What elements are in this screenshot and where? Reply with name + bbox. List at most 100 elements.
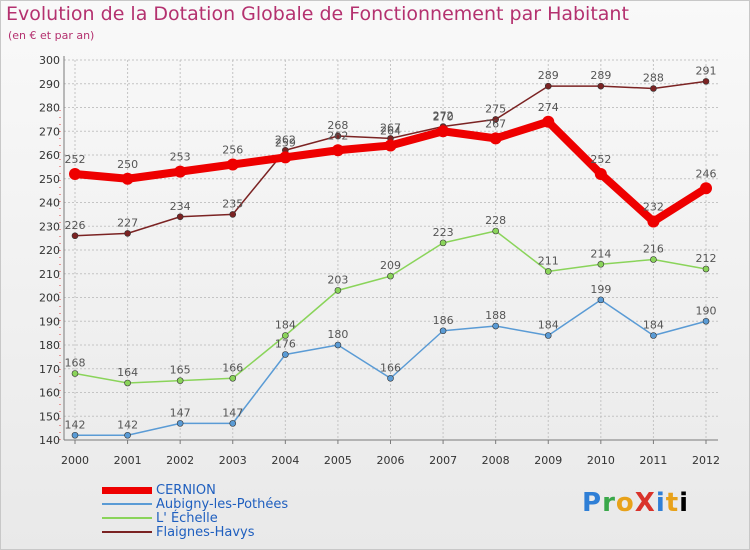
- data-label: 199: [590, 283, 611, 296]
- data-point: [69, 168, 81, 180]
- y-tick-label: 230: [39, 220, 60, 233]
- data-label: 227: [117, 216, 138, 229]
- legend-label: Flaignes-Havys: [156, 525, 255, 540]
- chart-title: Evolution de la Dotation Globale de Fonc…: [6, 3, 629, 25]
- data-label: 228: [485, 214, 506, 227]
- x-tick-label: 2009: [534, 454, 562, 467]
- data-label: 259: [275, 136, 296, 149]
- data-label: 188: [485, 309, 506, 322]
- data-label: 184: [275, 319, 296, 332]
- legend-swatch: [102, 517, 152, 519]
- data-point: [384, 139, 397, 152]
- data-label: 232: [643, 201, 664, 214]
- y-tick-label: 190: [39, 315, 60, 328]
- data-point: [542, 115, 555, 128]
- legend-swatch: [102, 503, 152, 505]
- x-tick-label: 2000: [61, 454, 89, 467]
- x-tick-label: 2001: [114, 454, 142, 467]
- data-point: [279, 151, 292, 164]
- data-label: 168: [65, 357, 86, 370]
- data-label: 253: [170, 151, 191, 164]
- legend-label: L' Échelle: [156, 511, 218, 526]
- data-label: 291: [696, 64, 717, 77]
- data-point: [174, 165, 187, 178]
- y-tick-label: 280: [39, 102, 60, 115]
- data-label: 267: [380, 121, 401, 134]
- data-point: [702, 265, 710, 273]
- data-label: 267: [485, 117, 506, 130]
- data-label: 176: [275, 338, 296, 351]
- data-label: 165: [170, 364, 191, 377]
- data-label: 147: [170, 406, 191, 419]
- data-point: [229, 211, 237, 218]
- proxiti-logo: ProXiti: [582, 488, 690, 518]
- x-tick-label: 2011: [639, 454, 667, 467]
- data-point: [229, 420, 237, 427]
- data-label: 250: [117, 158, 138, 171]
- x-tick-label: 2005: [324, 454, 352, 467]
- data-label: 166: [222, 361, 243, 374]
- data-point: [702, 78, 710, 85]
- data-label: 275: [485, 102, 506, 115]
- legend-swatch: [102, 486, 152, 494]
- data-point: [597, 296, 605, 304]
- data-point: [282, 332, 289, 339]
- data-label: 252: [65, 153, 86, 166]
- y-tick-label: 260: [39, 149, 60, 162]
- data-point: [492, 227, 499, 235]
- legend-label: Aubigny-les-Pothées: [156, 497, 289, 512]
- y-tick-label: 180: [39, 339, 60, 352]
- data-point: [594, 168, 607, 180]
- data-label: 203: [327, 273, 348, 286]
- y-tick-label: 150: [39, 410, 60, 423]
- x-tick-label: 2010: [587, 454, 615, 467]
- data-label: 142: [117, 418, 138, 431]
- x-tick-label: 2008: [482, 454, 510, 467]
- data-point: [489, 132, 502, 145]
- data-point: [334, 341, 342, 349]
- y-tick-label: 270: [39, 125, 60, 138]
- data-label: 235: [222, 197, 243, 210]
- data-label: 256: [222, 144, 243, 157]
- data-label: 262: [275, 133, 296, 146]
- y-tick-label: 140: [39, 434, 60, 447]
- data-point: [650, 256, 657, 263]
- data-point: [334, 287, 342, 294]
- data-label: 268: [327, 119, 348, 132]
- data-point: [334, 132, 342, 140]
- data-point: [71, 431, 79, 439]
- x-tick-label: 2007: [429, 454, 457, 467]
- data-label: 234: [170, 200, 191, 213]
- data-label: 289: [590, 69, 611, 82]
- data-label: 262: [327, 129, 348, 142]
- x-tick-label: 2002: [166, 454, 194, 467]
- data-label: 209: [380, 259, 401, 272]
- y-tick-label: 250: [39, 173, 60, 186]
- y-tick-label: 210: [39, 268, 60, 281]
- data-point: [71, 232, 79, 240]
- data-point: [71, 370, 79, 377]
- y-tick-label: 200: [39, 292, 60, 305]
- y-tick-label: 170: [39, 363, 60, 376]
- data-label: 186: [433, 314, 454, 327]
- legend-swatch: [102, 531, 152, 533]
- data-point: [650, 85, 657, 92]
- data-label: 180: [327, 328, 348, 341]
- y-tick-label: 220: [39, 244, 60, 257]
- data-point: [121, 172, 134, 185]
- data-point: [650, 332, 657, 339]
- data-point: [439, 327, 447, 335]
- data-label: 142: [65, 418, 86, 431]
- y-tick-label: 290: [39, 78, 60, 91]
- data-label: 264: [380, 125, 401, 138]
- data-point: [700, 182, 712, 195]
- data-point: [492, 116, 499, 123]
- y-tick-label: 300: [39, 54, 60, 67]
- data-point: [702, 317, 710, 325]
- data-point: [439, 239, 447, 247]
- x-tick-label: 2012: [692, 454, 720, 467]
- data-label: 226: [65, 219, 86, 232]
- data-label: 164: [117, 366, 138, 379]
